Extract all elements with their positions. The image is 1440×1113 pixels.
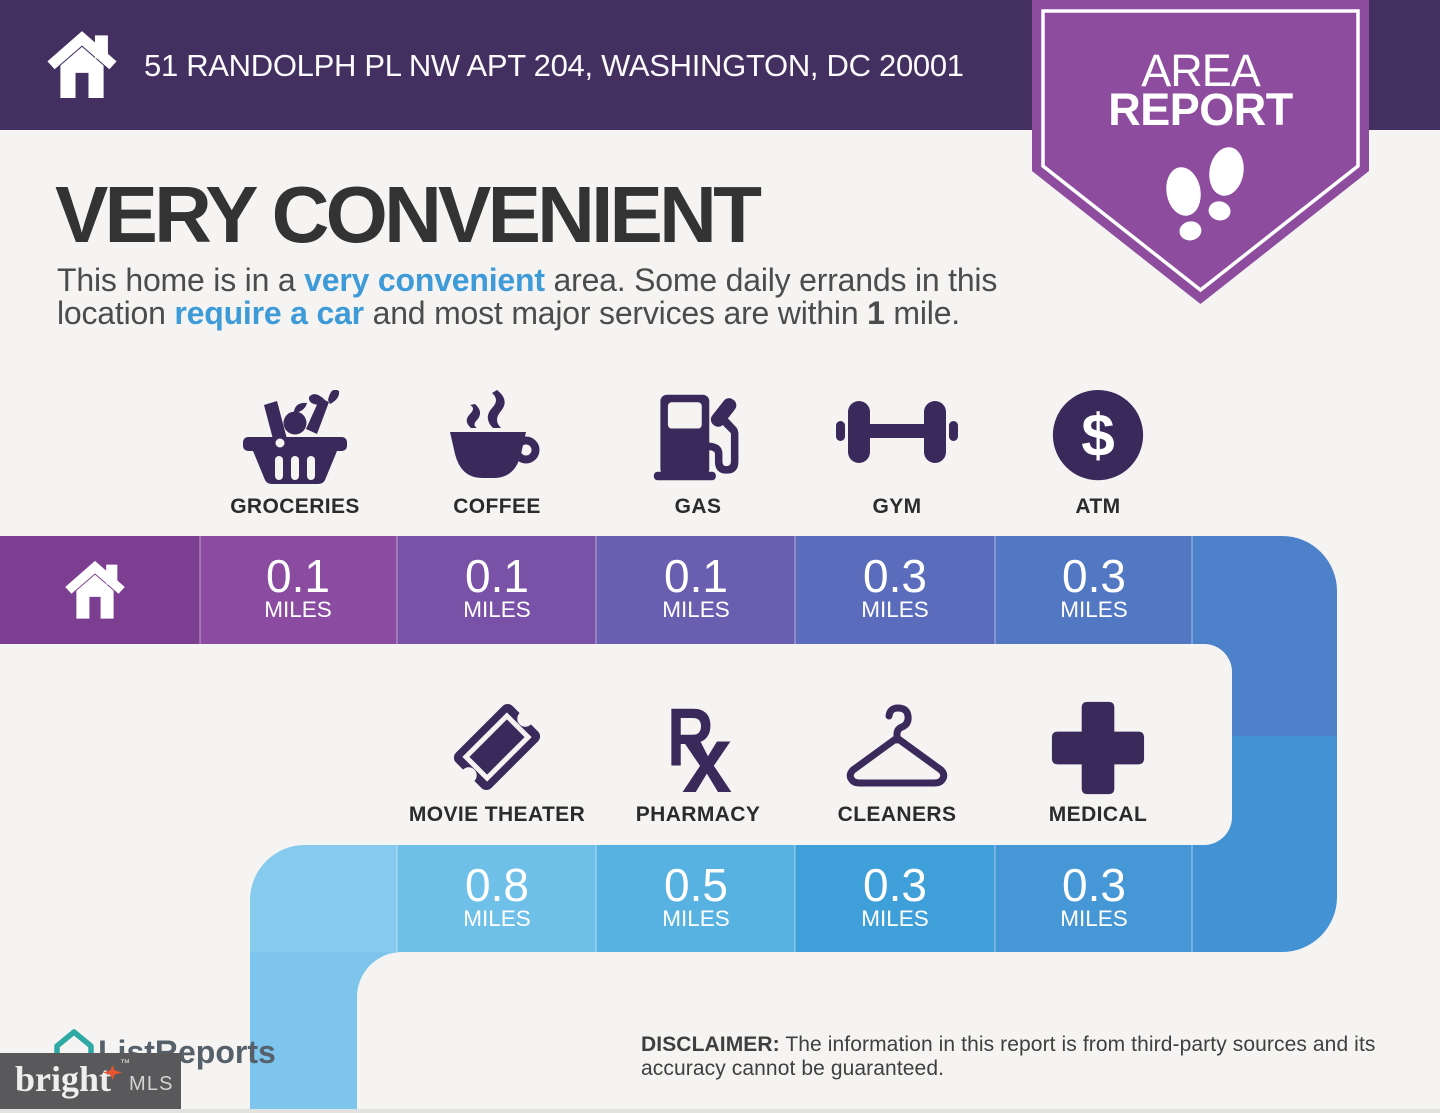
svg-text:R: R <box>667 694 714 784</box>
svg-text:x: x <box>682 706 732 796</box>
svg-text:$: $ <box>1081 402 1114 469</box>
svg-text:REPORT: REPORT <box>1108 84 1293 135</box>
svg-text:AREA: AREA <box>1141 45 1261 96</box>
